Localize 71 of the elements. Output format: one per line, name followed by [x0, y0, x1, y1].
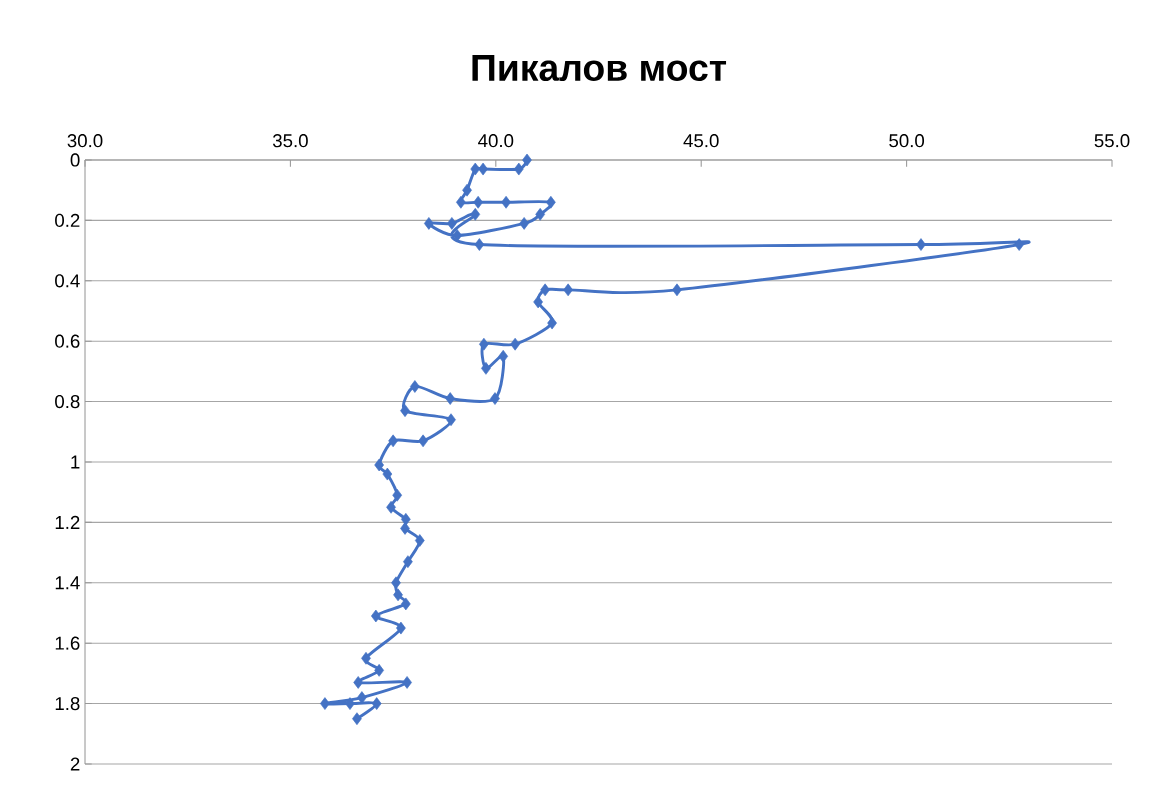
point [353, 676, 364, 689]
y-tick-label: 0.8 [55, 394, 80, 409]
x-tick-label: 30.0 [67, 134, 103, 148]
point [403, 555, 413, 568]
point [371, 609, 381, 623]
point [392, 488, 403, 502]
point [533, 295, 543, 309]
y-tick-label: 0.6 [55, 334, 80, 348]
y-tick-label: 2 [70, 757, 80, 771]
point [414, 534, 425, 547]
point [474, 238, 485, 251]
point [400, 404, 410, 417]
x-tick-label: 35.0 [272, 134, 308, 148]
point [396, 621, 406, 635]
y-tick-label: 1.8 [55, 696, 80, 711]
point [547, 316, 557, 330]
chart-title: Пикалов мост [472, 54, 727, 81]
point [456, 195, 466, 209]
point [374, 458, 384, 472]
point [672, 283, 682, 297]
point [410, 380, 420, 393]
point [402, 676, 412, 689]
x-tick-label: 55.0 [1094, 134, 1130, 148]
x-tick-label: 40.0 [478, 134, 514, 148]
point [490, 392, 500, 405]
point [513, 162, 524, 176]
point [501, 195, 511, 209]
point [388, 434, 398, 448]
point [400, 522, 410, 535]
point [519, 217, 529, 230]
point [374, 664, 384, 677]
point [320, 697, 330, 710]
point [563, 283, 573, 297]
point [473, 195, 483, 209]
point [478, 162, 488, 176]
point [498, 349, 509, 363]
point [382, 467, 393, 481]
point [470, 162, 481, 176]
point [540, 283, 550, 297]
point [479, 337, 489, 351]
point [371, 697, 382, 710]
x-tick-label: 45.0 [683, 134, 719, 148]
point [391, 576, 401, 590]
point [481, 362, 491, 375]
point [535, 208, 546, 221]
point [345, 697, 355, 710]
y-tick-label: 0 [70, 153, 80, 167]
point [462, 183, 472, 197]
point [470, 208, 481, 221]
point [522, 153, 532, 167]
point [352, 712, 362, 726]
point [418, 434, 428, 448]
point [361, 651, 371, 665]
point [446, 413, 456, 427]
point [447, 217, 457, 230]
y-tick-label: 0.2 [55, 213, 80, 227]
point [401, 597, 411, 611]
point [445, 392, 456, 405]
y-tick-label: 1.2 [55, 515, 80, 529]
point [1014, 238, 1025, 251]
point [424, 217, 434, 230]
y-tick-label: 1.4 [55, 576, 80, 590]
x-tick-label: 50.0 [889, 134, 925, 148]
point [916, 238, 926, 251]
point [386, 500, 396, 514]
y-tick-label: 0.4 [55, 274, 80, 288]
point [393, 588, 403, 602]
point [510, 337, 520, 351]
y-tick-label: 1.6 [55, 636, 80, 650]
y-tick-label: 1 [71, 455, 80, 469]
point [546, 195, 556, 209]
